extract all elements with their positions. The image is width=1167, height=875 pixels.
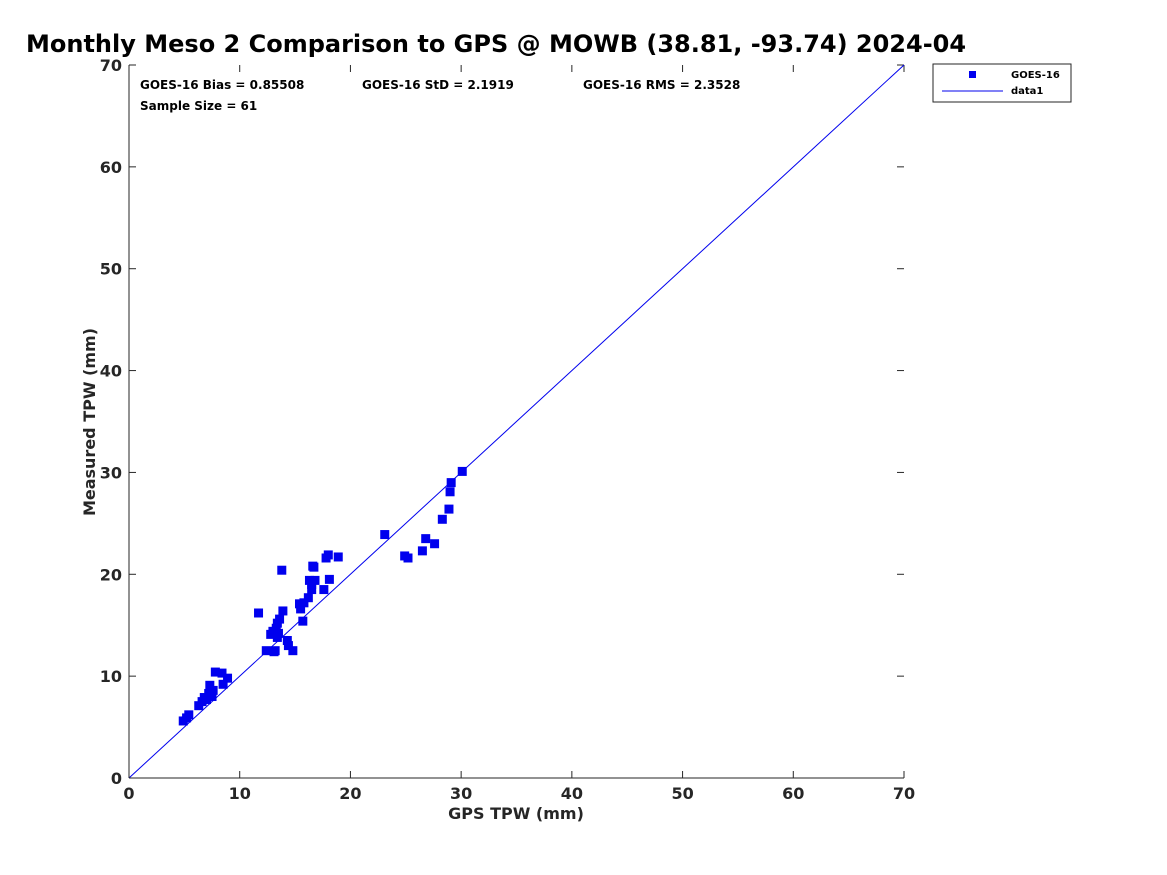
goes16-point (319, 585, 329, 595)
x-tick-label: 30 (450, 784, 472, 803)
goes16-point (184, 710, 194, 720)
x-tick-label: 20 (339, 784, 361, 803)
goes16-point (445, 487, 455, 497)
goes16-point (210, 667, 220, 677)
y-tick-label: 40 (100, 362, 122, 381)
goes16-point (217, 668, 227, 678)
x-tick-label: 70 (893, 784, 915, 803)
y-tick-label: 10 (100, 667, 122, 686)
y-axis-label: Measured TPW (mm) (80, 328, 99, 516)
goes16-point (446, 478, 456, 488)
goes16-point (296, 604, 306, 614)
goes16-point (277, 565, 287, 575)
goes16-point (323, 550, 333, 560)
goes16-point (310, 575, 320, 585)
axis-ticks: 0 10 20 30 40 50 60 70 0 10 20 30 40 50 60 70 (100, 56, 915, 803)
goes16-point (282, 635, 292, 645)
goes16-point (324, 574, 334, 584)
goes16-point (261, 646, 271, 656)
goes16-point (278, 606, 288, 616)
x-tick-label: 0 (123, 784, 134, 803)
goes16-point (430, 539, 440, 549)
goes16-point (457, 466, 467, 476)
stat-rms: GOES-16 RMS = 2.3528 (583, 78, 740, 92)
goes16-point (275, 614, 285, 624)
goes16-point (218, 679, 228, 689)
goes16-point (437, 514, 447, 524)
goes16-point (207, 692, 217, 702)
goes16-point (254, 608, 264, 618)
x-axis-label: GPS TPW (mm) (448, 804, 584, 823)
goes16-point (421, 534, 431, 544)
goes16-point (444, 504, 454, 514)
goes16-point (271, 623, 281, 633)
goes16-point (299, 598, 309, 608)
y-tick-label: 30 (100, 463, 122, 482)
legend: GOES-16 data1 (932, 63, 1072, 103)
y-tick-label: 20 (100, 565, 122, 584)
stat-sample-size: Sample Size = 61 (140, 99, 257, 113)
goes16-point (307, 585, 317, 595)
goes16-point (288, 646, 298, 656)
legend-marker-square (969, 71, 976, 78)
legend-box (932, 63, 1072, 103)
goes16-point (298, 616, 308, 626)
stat-bias: GOES-16 Bias = 0.85508 (140, 78, 304, 92)
legend-label-goes16: GOES-16 (1011, 70, 1060, 81)
x-tick-label: 40 (561, 784, 583, 803)
y-tick-label: 60 (100, 158, 122, 177)
goes16-point (283, 641, 293, 651)
goes16-point (380, 530, 390, 540)
chart-title: Monthly Meso 2 Comparison to GPS @ MOWB … (26, 30, 966, 58)
stat-std: GOES-16 StD = 2.1919 (362, 78, 514, 92)
goes16-point (417, 546, 427, 556)
goes16-point (205, 680, 215, 690)
x-tick-label: 50 (671, 784, 693, 803)
goes16-point (223, 673, 233, 683)
goes16-point (303, 593, 313, 603)
goes16-point (273, 628, 283, 638)
legend-label-data1: data1 (1011, 86, 1043, 97)
plot-marks (128, 64, 905, 779)
y-tick-label: 0 (111, 769, 122, 788)
goes16-point (309, 562, 319, 572)
y-tick-label: 70 (100, 56, 122, 75)
goes16-point (208, 685, 218, 695)
goes16-point (333, 552, 343, 562)
y-tick-label: 50 (100, 260, 122, 279)
x-tick-label: 60 (782, 784, 804, 803)
x-tick-label: 10 (229, 784, 251, 803)
goes16-point (403, 553, 413, 563)
goes16-point (270, 646, 280, 656)
goes16-point (202, 695, 211, 705)
reference-line-data1 (128, 64, 905, 779)
